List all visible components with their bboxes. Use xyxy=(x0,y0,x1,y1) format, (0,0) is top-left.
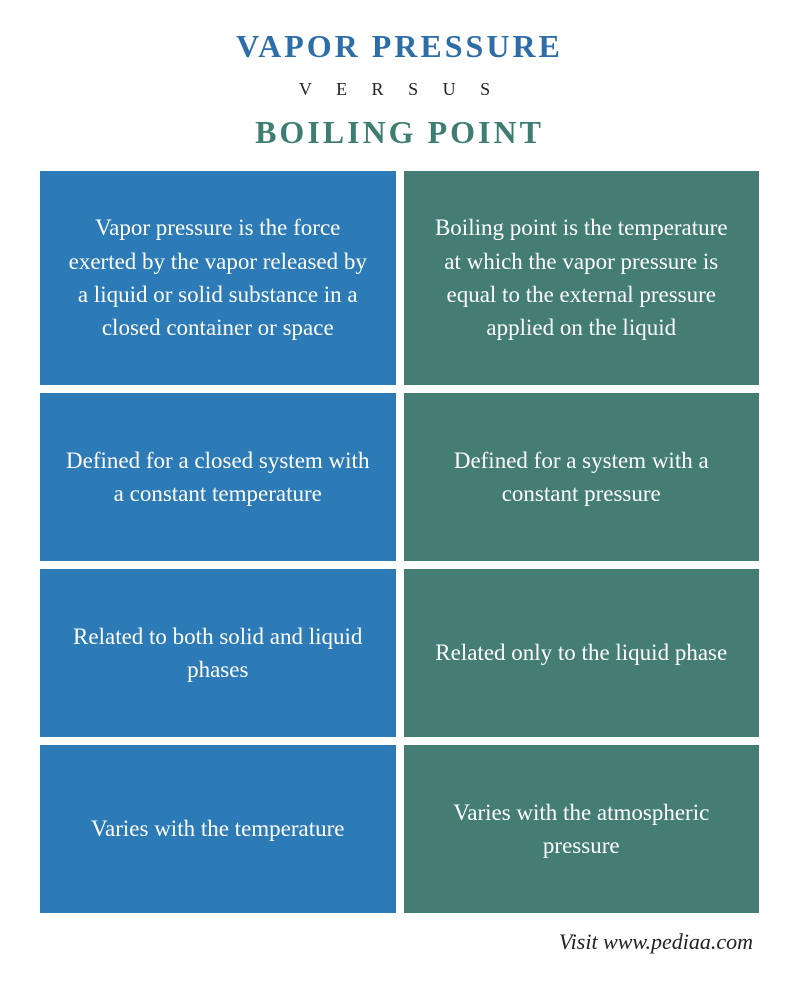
title-boiling-point: BOILING POINT xyxy=(40,114,759,151)
left-cell-2: Defined for a closed system with a const… xyxy=(40,393,396,561)
right-cell-2: Defined for a system with a constant pre… xyxy=(404,393,760,561)
header: VAPOR PRESSURE V E R S U S BOILING POINT xyxy=(40,28,759,151)
footer-credit: Visit www.pediaa.com xyxy=(40,929,759,955)
column-right: Boiling point is the temperature at whic… xyxy=(404,171,760,913)
comparison-grid: Vapor pressure is the force exerted by t… xyxy=(40,171,759,913)
versus-label: V E R S U S xyxy=(40,79,759,100)
column-left: Vapor pressure is the force exerted by t… xyxy=(40,171,396,913)
title-vapor-pressure: VAPOR PRESSURE xyxy=(40,28,759,65)
right-cell-3: Related only to the liquid phase xyxy=(404,569,760,737)
right-cell-1: Boiling point is the temperature at whic… xyxy=(404,171,760,385)
right-cell-4: Varies with the atmospheric pressure xyxy=(404,745,760,913)
left-cell-4: Varies with the temperature xyxy=(40,745,396,913)
left-cell-3: Related to both solid and liquid phases xyxy=(40,569,396,737)
left-cell-1: Vapor pressure is the force exerted by t… xyxy=(40,171,396,385)
